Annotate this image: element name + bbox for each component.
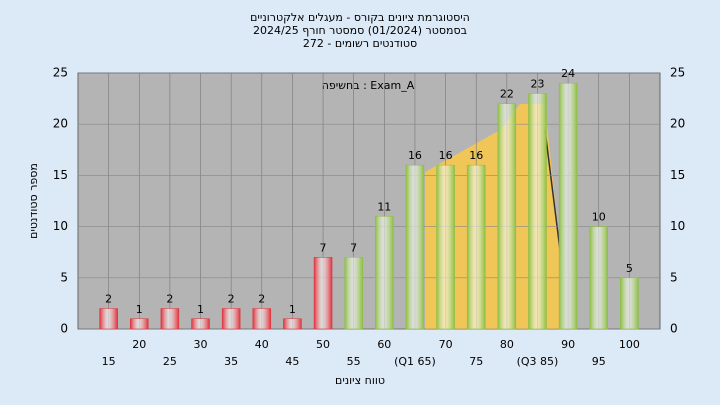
bar — [99, 308, 118, 330]
y2-tick-label: 25 — [670, 66, 685, 80]
value-label: 7 — [350, 241, 357, 254]
bar — [558, 82, 578, 330]
value-label: 2 — [228, 293, 235, 306]
value-label: 2 — [258, 293, 265, 306]
y2-tick-label: 10 — [670, 219, 685, 233]
value-label: 10 — [592, 211, 606, 224]
value-label: 1 — [136, 303, 143, 316]
x-tick-label: 20 — [132, 338, 146, 351]
value-label: 22 — [500, 88, 514, 101]
bar — [589, 226, 608, 330]
value-label: 11 — [377, 200, 391, 213]
x-tick-label: 95 — [592, 355, 606, 368]
x-tick-label: 90 — [561, 338, 575, 351]
value-label: 1 — [289, 303, 296, 316]
bar — [528, 93, 547, 330]
x-tick-label: 15 — [102, 355, 116, 368]
value-label: 2 — [105, 293, 112, 306]
bar — [160, 308, 180, 330]
bar — [405, 164, 425, 330]
x-tick-label: (Q3 85) — [517, 355, 559, 368]
x-tick-label: 75 — [469, 355, 483, 368]
annotation: בחשיפה : Exam_A — [322, 79, 415, 92]
bar — [466, 164, 486, 330]
x-tick-label: 45 — [285, 355, 299, 368]
bar — [436, 164, 455, 330]
bar — [344, 257, 363, 330]
x-axis-label: טווח ציונים — [335, 374, 385, 387]
y-tick-label: 5 — [60, 270, 68, 284]
quartile-band — [425, 104, 560, 329]
y2-tick-label: 15 — [670, 168, 685, 182]
y2-tick-label: 5 — [670, 270, 678, 284]
y-axis-label: מספר סטודנטים — [27, 163, 40, 239]
bar — [130, 318, 149, 330]
bar — [497, 103, 517, 330]
value-label: 5 — [626, 262, 633, 275]
y-tick-label: 20 — [53, 117, 68, 131]
x-tick-label: 40 — [255, 338, 269, 351]
x-tick-label: 55 — [347, 355, 361, 368]
value-label: 1 — [197, 303, 204, 316]
x-tick-label: 30 — [194, 338, 208, 351]
y2-tick-label: 0 — [670, 322, 678, 336]
x-tick-label: 60 — [377, 338, 391, 351]
bar — [191, 318, 210, 330]
value-label: 16 — [469, 149, 483, 162]
x-tick-label: 35 — [224, 355, 238, 368]
x-tick-label: 70 — [439, 338, 453, 351]
x-tick-label: 100 — [619, 338, 640, 351]
bar — [283, 318, 302, 330]
value-label: 23 — [530, 77, 544, 90]
y-tick-label: 15 — [53, 168, 68, 182]
bar — [252, 308, 272, 330]
value-label: 7 — [320, 241, 327, 254]
value-label: 2 — [166, 293, 173, 306]
chart-title: היסטוגרמת ציונים בקורס - מעגלים אלקטרוני… — [250, 11, 470, 24]
y2-tick-label: 20 — [670, 117, 685, 131]
x-tick-label: 50 — [316, 338, 330, 351]
y-tick-label: 10 — [53, 219, 68, 233]
x-tick-label: 25 — [163, 355, 177, 368]
x-tick-label: 80 — [500, 338, 514, 351]
value-label: 16 — [408, 149, 422, 162]
bar — [620, 277, 639, 330]
bar — [375, 216, 394, 330]
bar — [313, 257, 333, 330]
bar — [221, 308, 241, 330]
chart-subtitle: בסמסטר (01/2024) סמסטר חורף 2024/25 — [253, 24, 467, 37]
x-tick-label: (Q1 65) — [394, 355, 436, 368]
value-label: 16 — [439, 149, 453, 162]
chart-subtitle: סטודנטים רשומים - 272 — [303, 37, 417, 50]
value-label: 24 — [561, 67, 575, 80]
quartile-line — [544, 129, 561, 251]
y-tick-label: 25 — [53, 66, 68, 80]
y-tick-label: 0 — [60, 322, 68, 336]
